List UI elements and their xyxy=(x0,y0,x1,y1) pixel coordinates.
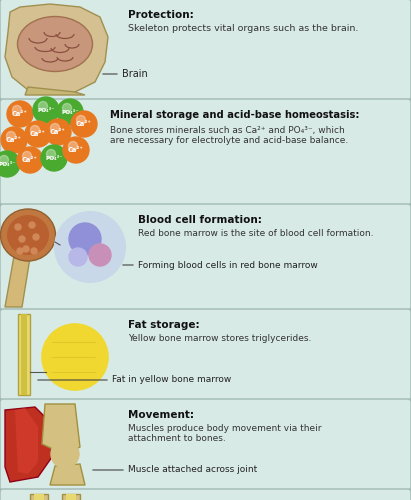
Text: PO₄³⁻: PO₄³⁻ xyxy=(0,162,16,166)
Polygon shape xyxy=(30,494,48,500)
Circle shape xyxy=(76,116,85,124)
Polygon shape xyxy=(18,314,30,395)
Circle shape xyxy=(62,104,72,112)
Polygon shape xyxy=(62,494,80,500)
Polygon shape xyxy=(5,407,52,482)
Text: Movement:: Movement: xyxy=(128,410,194,420)
FancyBboxPatch shape xyxy=(0,99,411,205)
Text: Red bone marrow is the site of blood cell formation.: Red bone marrow is the site of blood cel… xyxy=(138,229,374,238)
Circle shape xyxy=(29,222,35,228)
Circle shape xyxy=(69,223,101,255)
Text: Yellow bone marrow stores triglycerides.: Yellow bone marrow stores triglycerides. xyxy=(128,334,312,343)
Text: Blood cell formation:: Blood cell formation: xyxy=(138,215,262,225)
Circle shape xyxy=(30,126,39,134)
Circle shape xyxy=(45,119,71,145)
Text: Bone stores minerals such as Ca²⁺ and PO₄³⁻, which
are necessary for electrolyte: Bone stores minerals such as Ca²⁺ and PO… xyxy=(110,126,348,146)
Circle shape xyxy=(33,234,39,240)
Circle shape xyxy=(46,150,55,158)
Circle shape xyxy=(0,156,9,164)
Text: Ca²⁺: Ca²⁺ xyxy=(30,131,46,137)
Text: Ca²⁺: Ca²⁺ xyxy=(68,147,84,153)
Polygon shape xyxy=(5,222,35,307)
Polygon shape xyxy=(21,314,27,395)
Ellipse shape xyxy=(18,16,92,72)
FancyBboxPatch shape xyxy=(0,204,411,310)
FancyBboxPatch shape xyxy=(0,399,411,490)
Ellipse shape xyxy=(7,215,49,255)
Circle shape xyxy=(39,102,48,110)
FancyBboxPatch shape xyxy=(0,489,411,500)
Circle shape xyxy=(33,97,59,123)
Text: Muscles produce body movement via their
attachment to bones.: Muscles produce body movement via their … xyxy=(128,424,321,444)
Circle shape xyxy=(19,236,25,242)
Text: Skeleton protects vital organs such as the brain.: Skeleton protects vital organs such as t… xyxy=(128,24,358,33)
Polygon shape xyxy=(42,404,80,452)
Text: PO₄³⁻: PO₄³⁻ xyxy=(45,156,63,160)
Text: Mineral storage and acid-base homeostasis:: Mineral storage and acid-base homeostasi… xyxy=(110,110,360,120)
Circle shape xyxy=(69,142,78,150)
Circle shape xyxy=(7,101,33,127)
Text: Ca²⁺: Ca²⁺ xyxy=(6,137,22,143)
Text: Ca²⁺: Ca²⁺ xyxy=(76,121,92,127)
Polygon shape xyxy=(5,4,108,94)
Text: Forming blood cells in red bone marrow: Forming blood cells in red bone marrow xyxy=(138,260,318,270)
Circle shape xyxy=(71,111,97,137)
Circle shape xyxy=(57,99,83,125)
Text: Ca²⁺: Ca²⁺ xyxy=(12,111,28,117)
Text: Fat storage:: Fat storage: xyxy=(128,320,200,330)
Circle shape xyxy=(31,248,37,254)
Text: Ca²⁺: Ca²⁺ xyxy=(22,157,38,163)
Polygon shape xyxy=(50,464,85,485)
Circle shape xyxy=(51,440,79,468)
Circle shape xyxy=(0,151,20,177)
Circle shape xyxy=(41,145,67,171)
Circle shape xyxy=(17,147,43,173)
Circle shape xyxy=(15,224,21,230)
Text: Ca²⁺: Ca²⁺ xyxy=(50,129,66,135)
Text: Brain: Brain xyxy=(122,69,148,79)
Text: PO₄³⁻: PO₄³⁻ xyxy=(61,110,79,114)
Circle shape xyxy=(69,248,87,266)
Polygon shape xyxy=(25,87,85,95)
FancyBboxPatch shape xyxy=(0,309,411,400)
Circle shape xyxy=(1,127,27,153)
FancyBboxPatch shape xyxy=(0,0,411,100)
Circle shape xyxy=(89,244,111,266)
Circle shape xyxy=(42,324,108,390)
Text: Protection:: Protection: xyxy=(128,10,194,20)
Circle shape xyxy=(7,132,16,140)
Text: Muscle attached across joint: Muscle attached across joint xyxy=(128,466,257,474)
Polygon shape xyxy=(34,494,44,500)
Circle shape xyxy=(17,248,23,254)
Circle shape xyxy=(55,212,125,282)
Text: Fat in yellow bone marrow: Fat in yellow bone marrow xyxy=(112,376,231,384)
Ellipse shape xyxy=(0,209,55,261)
Circle shape xyxy=(12,106,21,114)
Circle shape xyxy=(63,137,89,163)
Circle shape xyxy=(25,121,51,147)
Circle shape xyxy=(51,124,60,132)
Circle shape xyxy=(23,152,32,160)
Circle shape xyxy=(23,246,29,252)
Text: PO₄³⁻: PO₄³⁻ xyxy=(37,108,55,112)
Polygon shape xyxy=(66,494,76,500)
Polygon shape xyxy=(15,408,38,474)
